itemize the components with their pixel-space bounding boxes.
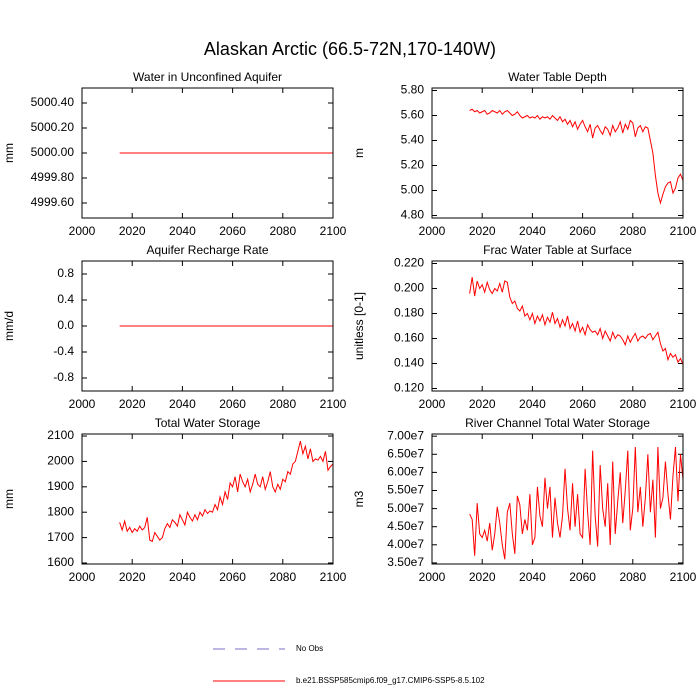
y-tick-label: 4.50e7 — [387, 519, 424, 533]
y-axis-label: m3 — [352, 490, 366, 507]
figure-title: Alaskan Arctic (66.5-72N,170-140W) — [204, 39, 496, 59]
x-tick-label: 2060 — [219, 397, 246, 411]
data-line — [469, 446, 684, 560]
y-tick-label: 5.80 — [401, 83, 425, 97]
x-tick-label: 2080 — [269, 224, 296, 238]
x-tick-label: 2100 — [320, 397, 347, 411]
plot-frame — [81, 433, 334, 565]
y-tick-label: 0.160 — [394, 331, 424, 345]
plot-frame — [81, 260, 334, 392]
x-tick-label: 2000 — [69, 397, 96, 411]
y-tick-label: 4.00e7 — [387, 537, 424, 551]
y-tick-label: 0.4 — [57, 292, 74, 306]
y-tick-label: 4999.80 — [31, 170, 75, 184]
y-tick-label: 5.40 — [401, 133, 425, 147]
y-tick-label: 5000.40 — [31, 95, 75, 109]
x-tick-label: 2100 — [670, 397, 697, 411]
y-tick-label: 7.00e7 — [387, 428, 424, 442]
x-tick-label: 2020 — [469, 570, 496, 584]
y-tick-label: 1900 — [47, 479, 74, 493]
x-tick-label: 2040 — [169, 224, 196, 238]
data-line — [469, 108, 684, 205]
panel-title: Water Table Depth — [508, 70, 607, 84]
y-axis-label: mm/d — [2, 311, 16, 341]
legend-label: b.e21.BSSP585cmip6.f09_g17.CMIP6-SSP5-8.… — [296, 676, 485, 685]
x-tick-label: 2060 — [219, 570, 246, 584]
y-tick-label: 2000 — [47, 454, 74, 468]
data-line — [469, 277, 684, 365]
x-tick-label: 2000 — [419, 224, 446, 238]
x-tick-label: 2060 — [569, 397, 596, 411]
y-tick-label: 6.00e7 — [387, 465, 424, 479]
y-tick-label: 5.00 — [401, 183, 425, 197]
x-tick-label: 2100 — [670, 570, 697, 584]
x-tick-label: 2040 — [519, 224, 546, 238]
x-tick-label: 2020 — [469, 224, 496, 238]
panel-title: Total Water Storage — [155, 416, 261, 430]
x-tick-label: 2040 — [519, 397, 546, 411]
x-tick-label: 2000 — [419, 570, 446, 584]
y-tick-label: 5.60 — [401, 108, 425, 122]
x-tick-label: 2000 — [419, 397, 446, 411]
panel-title: River Channel Total Water Storage — [465, 416, 650, 430]
y-tick-label: -0.8 — [53, 370, 74, 384]
x-tick-label: 2100 — [670, 224, 697, 238]
y-tick-label: 3.50e7 — [387, 555, 424, 569]
y-tick-label: -0.4 — [53, 344, 74, 358]
x-tick-label: 2020 — [469, 397, 496, 411]
x-tick-label: 2060 — [219, 224, 246, 238]
y-tick-label: 0.220 — [394, 256, 424, 270]
y-tick-label: 5000.20 — [31, 120, 75, 134]
x-tick-label: 2080 — [269, 570, 296, 584]
y-tick-label: 5.00e7 — [387, 501, 424, 515]
y-tick-label: 1800 — [47, 504, 74, 518]
y-tick-label: 0.200 — [394, 281, 424, 295]
y-tick-label: 1600 — [47, 555, 74, 569]
panel-title: Water in Unconfined Aquifer — [133, 70, 282, 84]
y-tick-label: 1700 — [47, 530, 74, 544]
x-tick-label: 2040 — [169, 397, 196, 411]
y-tick-label: 5000.00 — [31, 145, 75, 159]
y-axis-label: mm — [2, 489, 16, 509]
y-tick-label: 0.180 — [394, 306, 424, 320]
x-tick-label: 2060 — [569, 224, 596, 238]
y-tick-label: 6.50e7 — [387, 446, 424, 460]
x-tick-label: 2100 — [320, 224, 347, 238]
y-axis-label: unitless [0-1] — [352, 292, 366, 360]
y-tick-label: 4.80 — [401, 208, 425, 222]
panel-title: Frac Water Table at Surface — [483, 243, 632, 257]
x-tick-label: 2000 — [69, 224, 96, 238]
x-tick-label: 2080 — [269, 397, 296, 411]
plot-frame — [431, 87, 684, 219]
y-tick-label: 0.8 — [57, 266, 74, 280]
x-tick-label: 2020 — [119, 570, 146, 584]
x-tick-label: 2060 — [569, 570, 596, 584]
x-tick-label: 2020 — [119, 397, 146, 411]
x-tick-label: 2020 — [119, 224, 146, 238]
x-tick-label: 2000 — [69, 570, 96, 584]
legend-label: No Obs — [296, 644, 323, 653]
data-line — [119, 440, 334, 543]
y-axis-label: m — [352, 148, 366, 158]
y-tick-label: 2100 — [47, 428, 74, 442]
plot-frame — [431, 433, 684, 565]
plot-frame — [431, 260, 684, 392]
x-tick-label: 2080 — [619, 224, 646, 238]
x-tick-label: 2100 — [320, 570, 347, 584]
x-tick-label: 2040 — [519, 570, 546, 584]
x-tick-label: 2080 — [619, 397, 646, 411]
y-axis-label: mm — [2, 143, 16, 163]
y-tick-label: 4999.60 — [31, 195, 75, 209]
plot-frame — [81, 87, 334, 219]
y-tick-label: 5.50e7 — [387, 483, 424, 497]
x-tick-label: 2080 — [619, 570, 646, 584]
y-tick-label: 5.20 — [401, 158, 425, 172]
y-tick-label: 0.120 — [394, 381, 424, 395]
y-tick-label: 0.0 — [57, 318, 74, 332]
panel-title: Aquifer Recharge Rate — [146, 243, 268, 257]
y-tick-label: 0.140 — [394, 356, 424, 370]
x-tick-label: 2040 — [169, 570, 196, 584]
